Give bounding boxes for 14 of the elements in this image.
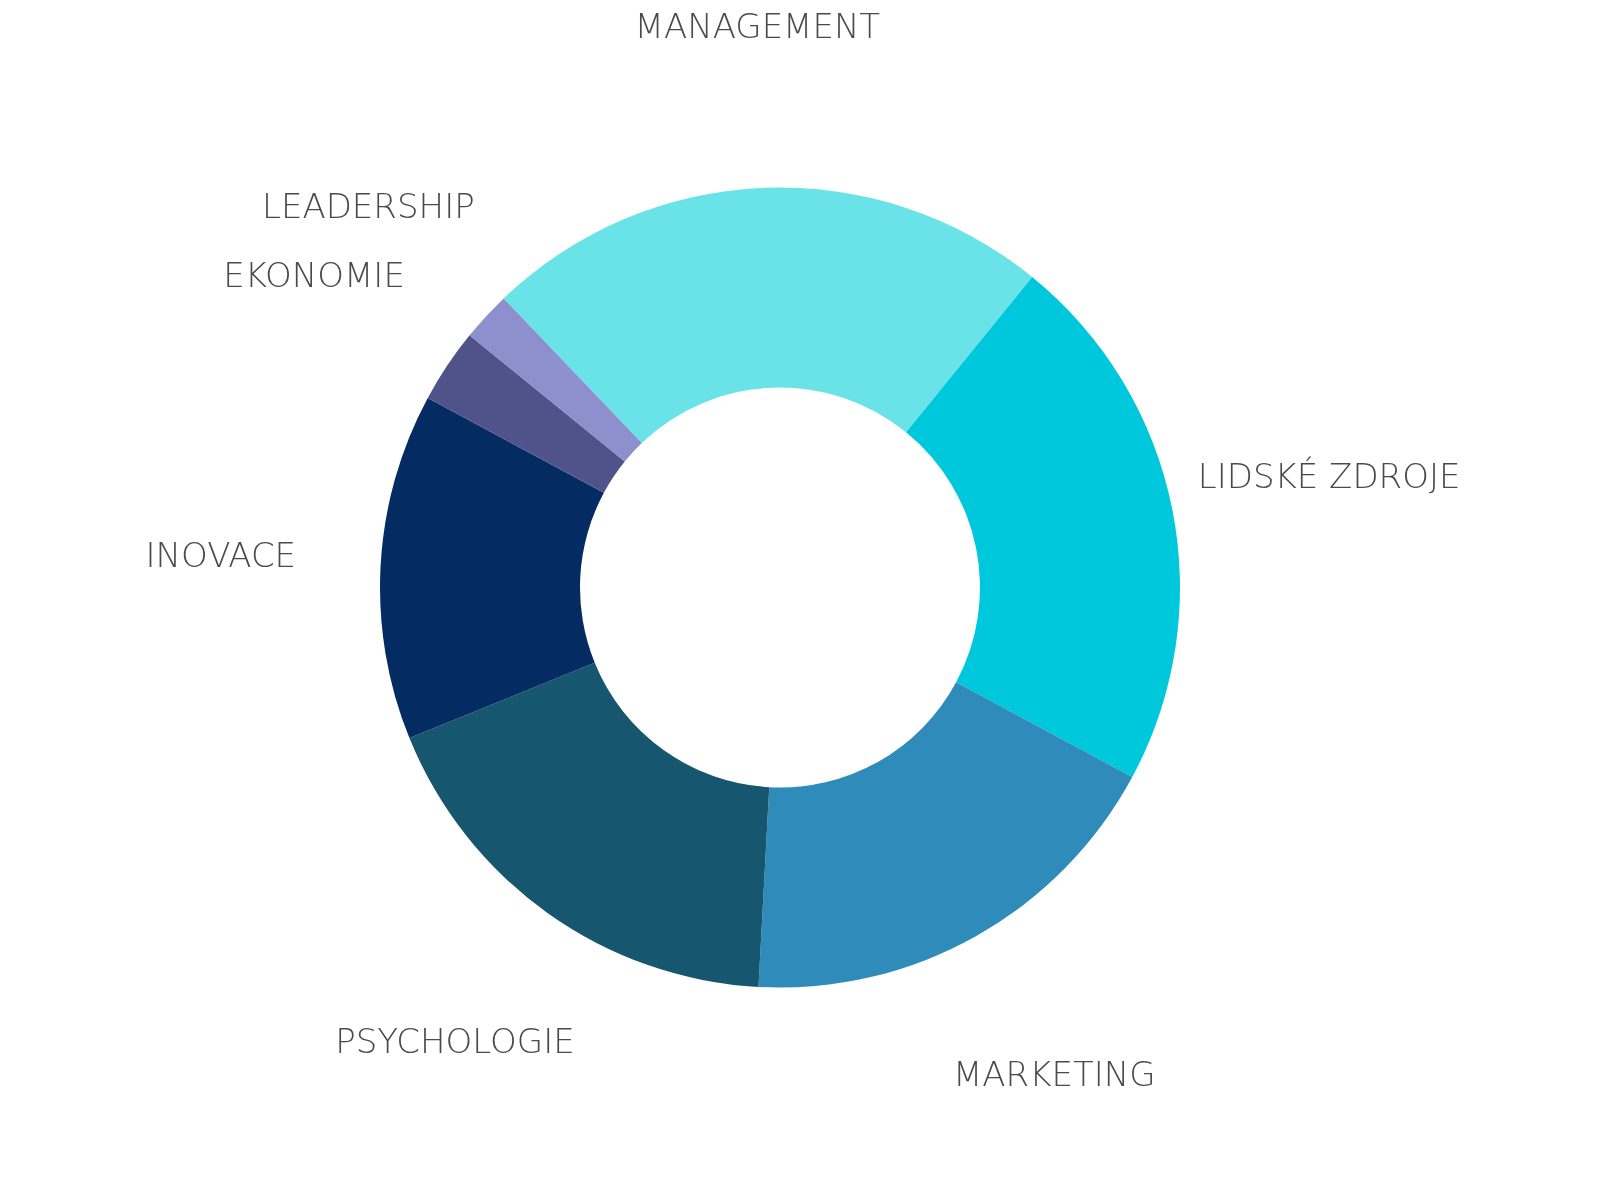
donut-slice	[409, 662, 770, 987]
slice-label: PSYCHOLOGIE	[335, 1021, 575, 1062]
donut-slice	[427, 335, 625, 493]
slice-label: MANAGEMENT	[634, 5, 881, 46]
slice-label: EKONOMIE	[223, 254, 405, 295]
donut-slice	[906, 277, 1180, 778]
slice-label: MARKETING	[952, 1053, 1156, 1094]
donut-slice	[469, 298, 642, 462]
slice-label: INOVACE	[145, 535, 297, 576]
donut-slice	[503, 187, 1033, 443]
slice-label: LEADERSHIP	[262, 185, 475, 226]
donut-slice	[380, 397, 604, 739]
donut-slice	[758, 682, 1133, 987]
slice-label: LIDSKÉ ZDROJE	[1197, 455, 1461, 496]
